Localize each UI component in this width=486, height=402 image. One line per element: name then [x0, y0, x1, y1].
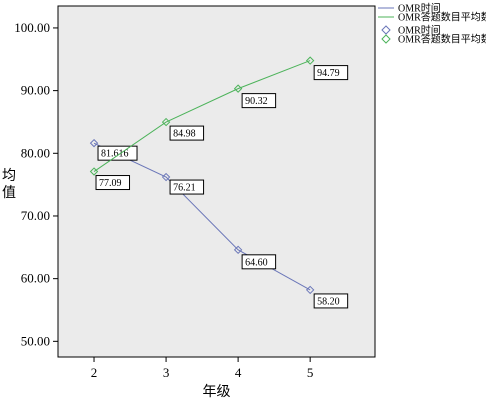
data-label-box: [313, 293, 349, 309]
series-marker: [161, 117, 171, 127]
data-label-box: [169, 179, 205, 195]
data-label-box: [241, 254, 277, 270]
series-marker: [89, 167, 99, 176]
series-marker: [161, 172, 171, 182]
x-tick-label: 5: [307, 365, 314, 380]
x-axis-title: 年级: [203, 384, 231, 400]
legend-label: OMR答题数目平均数: [398, 33, 486, 46]
y-tick-label: 60.00: [21, 271, 50, 286]
legend-marker-1: [381, 25, 391, 35]
series-marker: [89, 138, 99, 148]
data-label-box: [169, 125, 205, 141]
data-label: 58.20: [317, 296, 340, 307]
series-line-2: [93, 60, 311, 172]
data-label: 76.21: [173, 183, 196, 194]
y-tick-label: 80.00: [21, 145, 50, 160]
series-marker: [233, 245, 243, 255]
y-tick-label: 90.00: [21, 83, 50, 98]
y-tick-label: 50.00: [21, 333, 50, 348]
x-tick-label: 2: [91, 365, 98, 380]
x-tick-label: 4: [235, 365, 242, 380]
series-marker: [233, 84, 243, 93]
data-label: 81.616: [101, 149, 129, 160]
y-axis-title: 均值: [2, 168, 16, 201]
y-tick-label: 100.00: [14, 20, 50, 35]
legend-label: OMR答题数目平均数: [398, 11, 486, 24]
series-marker: [305, 56, 315, 65]
data-label: 90.32: [245, 96, 268, 107]
legend-label: OMR时间: [398, 24, 441, 37]
legend-label: OMR时间: [398, 2, 441, 15]
series-marker: [305, 285, 315, 295]
x-tick-label: 3: [163, 365, 170, 380]
data-label: 77.09: [99, 178, 122, 189]
data-label: 94.79: [317, 68, 340, 79]
data-label-box: [313, 65, 349, 81]
data-label-box: [241, 93, 277, 109]
y-tick-label: 70.00: [21, 208, 50, 223]
legend-marker-2: [381, 34, 391, 44]
data-label-box: [95, 175, 131, 191]
data-label: 64.60: [245, 257, 268, 268]
data-label: 84.98: [173, 129, 196, 140]
data-label-box: [97, 145, 138, 161]
